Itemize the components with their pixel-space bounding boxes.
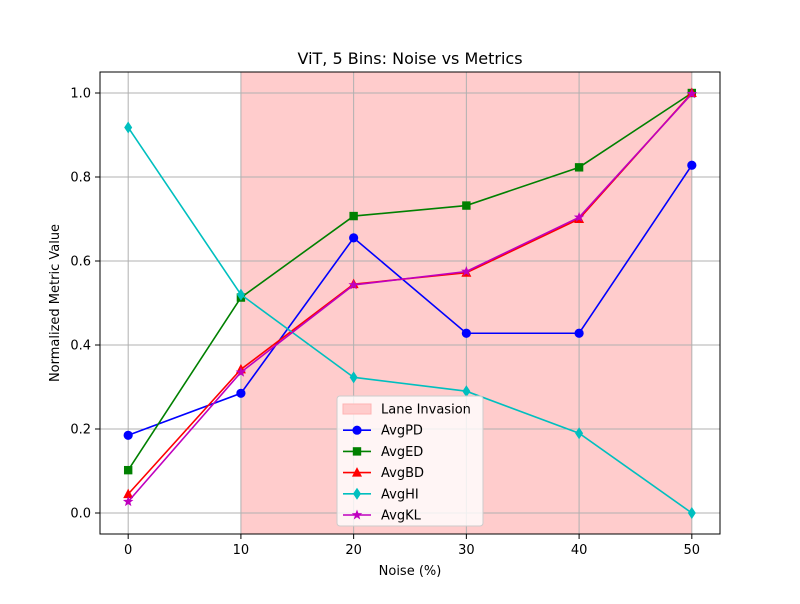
plot-frame xyxy=(99,71,721,535)
legend-item-avgpd: AvgPD xyxy=(343,424,423,439)
legend-label: AvgHI xyxy=(381,487,419,502)
data-point-avgkl xyxy=(686,88,698,99)
data-point-avged xyxy=(574,163,584,172)
legend-label: AvgBD xyxy=(381,466,424,481)
data-point-avged xyxy=(123,465,133,475)
data-point-avgkl xyxy=(461,266,472,276)
data-point-avghi xyxy=(575,427,584,440)
legend-item-avgbd: AvgBD xyxy=(343,466,424,481)
series-avghi xyxy=(124,121,696,519)
x-tick-label: 20 xyxy=(345,543,362,558)
data-point-avghi xyxy=(687,507,696,519)
series-line-avged xyxy=(127,92,693,471)
legend-label: AvgKL xyxy=(381,509,422,524)
x-tick-label: 40 xyxy=(571,543,588,558)
x-tick-label: 50 xyxy=(684,543,701,558)
legend-box xyxy=(336,395,484,527)
legend-swatch-marker xyxy=(352,447,362,456)
legend-swatch-marker xyxy=(351,509,363,520)
legend-swatch-marker xyxy=(352,467,362,477)
data-point-avgkl xyxy=(573,211,585,222)
chart-title: ViT, 5 Bins: Noise vs Metrics xyxy=(297,49,522,68)
y-tick-label: 1.0 xyxy=(70,87,91,102)
series-avgkl xyxy=(122,88,698,507)
data-point-avgkl xyxy=(122,496,134,507)
data-point-avgkl xyxy=(235,366,247,377)
series-line-avgpd xyxy=(127,164,693,437)
legend-item-avghi: AvgHI xyxy=(343,487,419,502)
x-tick-label: 0 xyxy=(124,543,132,558)
data-point-avgpd xyxy=(236,388,246,398)
data-point-avged xyxy=(349,211,358,221)
y-axis-label: Normalized Metric Value xyxy=(48,224,63,382)
legend-item-avged: AvgED xyxy=(343,445,423,460)
x-axis-label: Noise (%) xyxy=(379,564,442,579)
data-point-avgpd xyxy=(123,430,133,440)
y-tick-label: 0.6 xyxy=(70,255,91,270)
legend: Lane Invasion AvgPD AvgED AvgBD AvgHI AvgKL xyxy=(336,395,484,527)
data-point-avgpd xyxy=(349,233,359,243)
data-point-avgbd xyxy=(123,488,134,499)
series-line-avghi xyxy=(127,126,693,514)
tick-layer: 0 10 20 30 40 50 0.0 0.2 0.4 0.6 0.8 1.0 xyxy=(70,87,700,559)
legend-swatch xyxy=(342,403,372,415)
data-point-avged xyxy=(462,201,471,210)
legend-item-avgkl: AvgKL xyxy=(343,509,422,524)
data-point-avgpd xyxy=(461,328,471,338)
x-tick-label: 10 xyxy=(233,543,250,558)
y-tick-label: 0.8 xyxy=(70,171,91,186)
y-tick-label: 0.0 xyxy=(70,507,91,522)
legend-item-lane-invasion: Lane Invasion xyxy=(342,403,471,418)
data-point-avghi xyxy=(236,288,245,301)
series-line-avgkl xyxy=(127,93,693,503)
x-tick-label: 30 xyxy=(458,543,475,558)
data-point-avghi xyxy=(462,385,471,398)
legend-swatch-marker xyxy=(353,487,361,500)
data-point-avghi xyxy=(124,121,133,134)
legend-label: AvgPD xyxy=(381,424,423,439)
series-avgpd xyxy=(123,160,697,440)
y-tick-label: 0.4 xyxy=(70,339,91,354)
legend-swatch-marker xyxy=(352,425,362,435)
data-point-avgkl xyxy=(348,279,359,290)
y-tick-label: 0.2 xyxy=(70,423,91,438)
data-point-avgpd xyxy=(687,160,697,170)
legend-label: AvgED xyxy=(381,445,423,460)
legend-label: Lane Invasion xyxy=(381,403,471,418)
data-point-avghi xyxy=(349,371,358,384)
series-layer xyxy=(122,87,698,519)
data-point-avgpd xyxy=(574,328,584,338)
